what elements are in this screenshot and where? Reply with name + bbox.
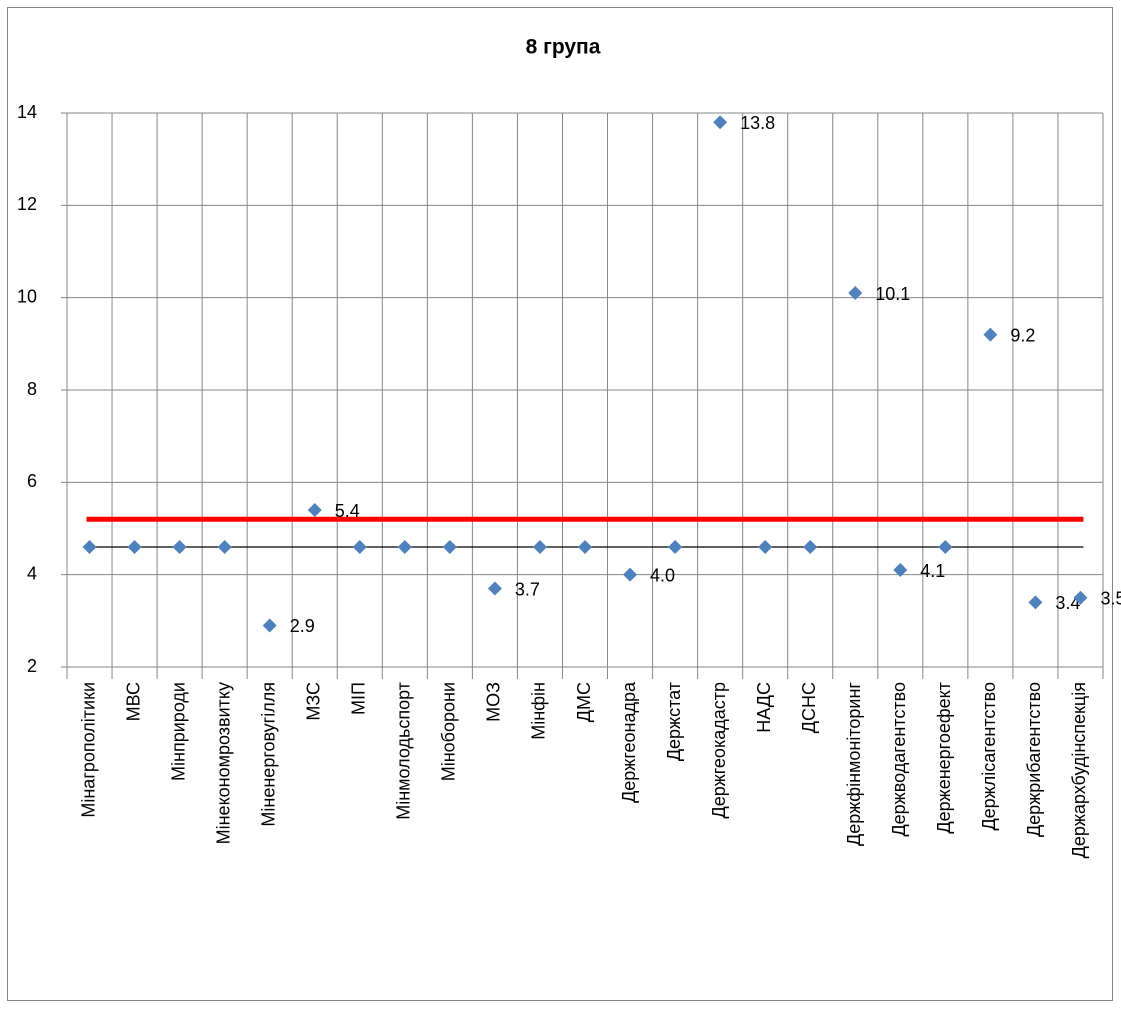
- point: [532, 539, 547, 554]
- data-label: 2.9: [290, 616, 315, 636]
- point: [983, 327, 998, 342]
- x-tick-label: МІП: [349, 682, 369, 715]
- x-tick-label: Держводагентство: [889, 682, 909, 837]
- point: [893, 563, 908, 578]
- y-tick-label: 12: [17, 194, 37, 214]
- y-tick-label: 4: [27, 563, 37, 583]
- y-tick-label: 8: [27, 379, 37, 399]
- x-tick-label: Держгеонадра: [619, 681, 639, 803]
- point: [668, 539, 683, 554]
- point: [713, 115, 728, 130]
- point: [1073, 590, 1088, 605]
- x-tick-label: Держгеокадастр: [709, 682, 729, 819]
- point: [623, 567, 638, 582]
- x-tick-label: Мінагрополітики: [78, 682, 98, 818]
- data-label: 13.8: [740, 113, 775, 133]
- x-tick-label: Держрибагентство: [1024, 682, 1044, 837]
- point: [938, 539, 953, 554]
- point: [172, 539, 187, 554]
- y-tick-label: 2: [27, 656, 37, 676]
- x-tick-label: Мінфін: [529, 682, 549, 740]
- point: [848, 286, 863, 301]
- point: [262, 618, 277, 633]
- x-tick-label: ДСНС: [799, 682, 819, 733]
- point: [307, 503, 322, 518]
- x-tick-label: Держенергоефект: [934, 682, 954, 834]
- data-label: 4.1: [920, 561, 945, 581]
- x-tick-label: Держфінмоніторинг: [844, 682, 864, 846]
- point: [803, 539, 818, 554]
- x-tick-label: Держархбудінспекція: [1069, 682, 1089, 858]
- x-tick-label: Держстат: [664, 682, 684, 761]
- x-tick-label: Держлісагентство: [979, 682, 999, 831]
- point: [487, 581, 502, 596]
- point: [758, 539, 773, 554]
- x-tick-label: МВС: [123, 682, 143, 721]
- point: [352, 539, 367, 554]
- chart-frame: [7, 7, 1113, 1001]
- data-label: 9.2: [1010, 325, 1035, 345]
- point: [82, 539, 97, 554]
- point: [127, 539, 142, 554]
- y-tick-label: 14: [17, 102, 37, 122]
- data-label: 5.4: [335, 501, 360, 521]
- point: [1028, 595, 1043, 610]
- point: [397, 539, 412, 554]
- x-tick-label: Мінекономрозвитку: [213, 682, 233, 844]
- data-label: 4.0: [650, 565, 675, 585]
- data-label: 10.1: [875, 284, 910, 304]
- x-tick-label: МОЗ: [484, 682, 504, 722]
- x-tick-label: Міноборони: [439, 682, 459, 781]
- point: [442, 539, 457, 554]
- point: [217, 539, 232, 554]
- x-tick-label: МЗС: [303, 682, 323, 721]
- y-tick-label: 10: [17, 286, 37, 306]
- data-label: 3.5: [1100, 589, 1121, 609]
- data-label: 3.7: [515, 579, 540, 599]
- x-tick-label: ДМС: [574, 682, 594, 722]
- point: [578, 539, 592, 554]
- x-tick-label: Мінмолодьспорт: [394, 682, 414, 820]
- x-tick-label: НАДС: [754, 682, 774, 733]
- y-tick-label: 6: [27, 471, 37, 491]
- x-tick-label: Міненерговугілля: [258, 682, 278, 827]
- chart-title: 8 група: [526, 36, 601, 59]
- x-tick-label: Мінприроди: [168, 682, 188, 781]
